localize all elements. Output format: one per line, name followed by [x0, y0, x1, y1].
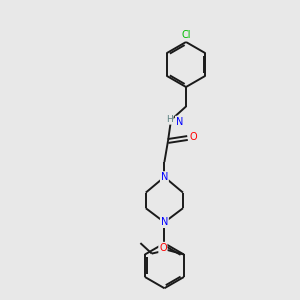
Text: N: N [161, 217, 168, 227]
Text: O: O [190, 131, 197, 142]
Text: Cl: Cl [181, 30, 191, 40]
Text: N: N [161, 172, 168, 182]
Text: O: O [159, 243, 167, 253]
Text: N: N [176, 116, 183, 127]
Text: H: H [166, 115, 173, 124]
